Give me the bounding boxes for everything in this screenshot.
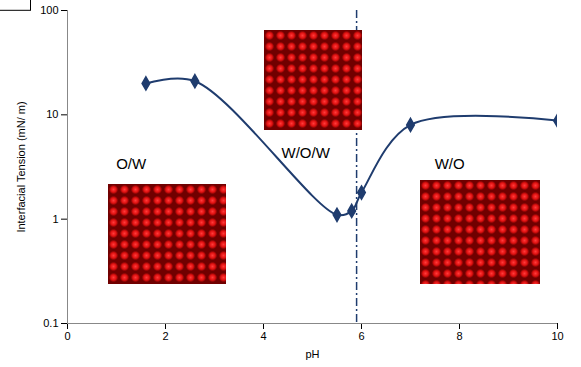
- svg-text:W/O/W: W/O/W: [281, 144, 330, 161]
- svg-text:8: 8: [456, 330, 462, 342]
- svg-text:4: 4: [260, 330, 266, 342]
- svg-text:10: 10: [46, 108, 58, 120]
- svg-text:pH: pH: [305, 348, 319, 360]
- svg-text:Interfacial Tension (mN/ m): Interfacial Tension (mN/ m): [15, 101, 27, 232]
- svg-text:2: 2: [162, 330, 168, 342]
- svg-text:O/W: O/W: [116, 155, 147, 172]
- svg-text:100: 100: [40, 4, 58, 16]
- svg-text:0: 0: [64, 330, 70, 342]
- svg-text:6: 6: [358, 330, 364, 342]
- svg-text:W/O: W/O: [435, 155, 465, 172]
- svg-text:10: 10: [551, 330, 563, 342]
- svg-text:0.1: 0.1: [43, 317, 58, 329]
- svg-text:1: 1: [52, 213, 58, 225]
